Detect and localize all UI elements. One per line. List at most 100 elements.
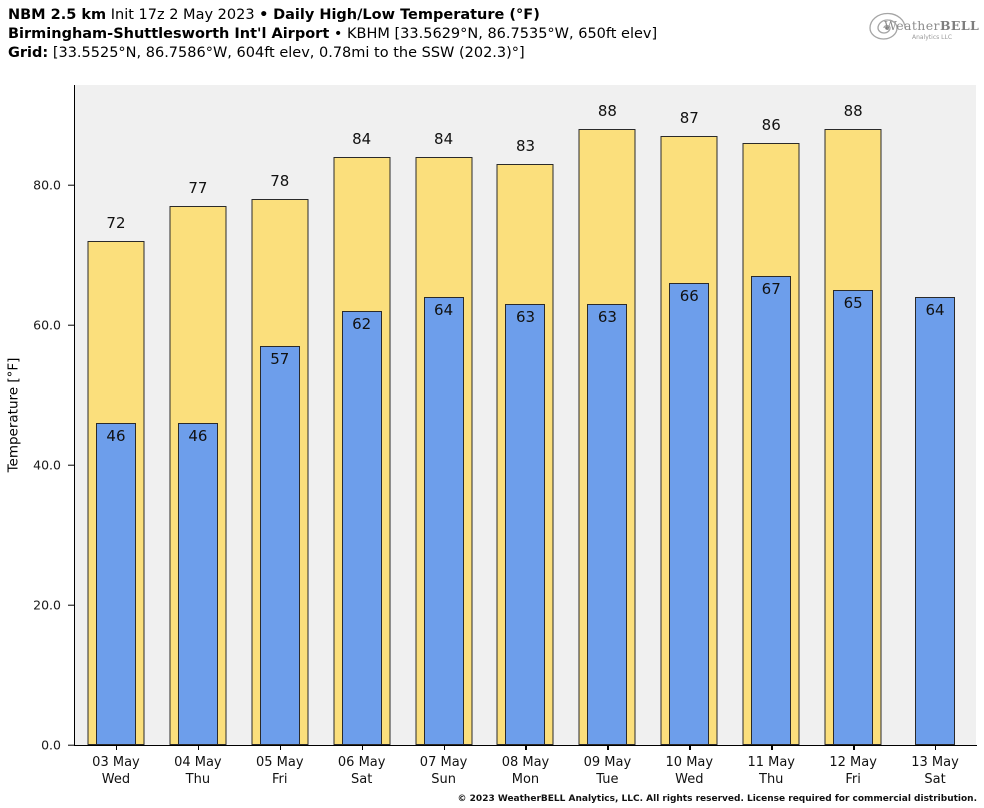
y-tick-label: 60.0 [33,317,61,333]
low-temp-label: 67 [761,280,781,299]
x-label-day: Tue [596,772,619,787]
bullet-separator: • [333,26,343,42]
y-tick-mark [68,184,74,186]
grid-coords: [33.5525°N, 86.7586°W, 604ft elev, 0.78m… [52,45,525,61]
weatherbell-logo-subtitle: Analytics LLC [912,34,953,41]
high-temp-label: 78 [270,172,290,191]
x-axis-category-label: 07 May Sun [403,745,485,792]
x-axis-category-label: 06 May Sat [321,745,403,792]
y-tick-mark [68,464,74,466]
x-tick-mark [853,745,855,750]
bar-group: 64 [894,85,976,745]
low-temp-bar: 62 [341,311,382,745]
high-temp-label: 88 [597,102,617,121]
x-axis-category-label: 11 May Thu [730,745,812,792]
x-label-date: 05 May [255,755,304,770]
x-label-date: 04 May [174,755,222,770]
x-tick-mark [689,745,691,750]
bar-group: 87 66 [648,85,730,745]
station-coords: KBHM [33.5629°N, 86.7535°W, 650ft elev] [347,26,658,42]
x-label-day: Fri [845,772,861,787]
x-label-day: Wed [101,772,131,787]
low-temp-bar: 63 [505,304,546,745]
plot-area: 72 46 77 46 78 57 84 62 84 64 83 63 88 63 87 66 86 67 88 65… [75,85,976,745]
bar-group: 83 63 [485,85,567,745]
x-tick-mark [771,745,773,750]
title-line-3: Grid: [33.5525°N, 86.7586°W, 604ft elev,… [8,44,657,63]
y-tick-label: 40.0 [33,457,61,473]
x-tick-mark [361,745,364,750]
low-temp-bar: 63 [587,304,628,745]
x-label-day: Thu [759,772,784,787]
low-temp-label: 64 [434,301,454,320]
bar-group: 84 62 [321,85,403,745]
x-tick-mark [115,745,118,750]
high-temp-label: 72 [106,214,126,233]
title-line-1: NBM 2.5 km Init 17z 2 May 2023 • Daily H… [8,6,657,25]
high-temp-label: 87 [679,109,699,128]
init-time: Init 17z 2 May 2023 [110,7,255,23]
x-axis-category-label: 03 May Wed [75,745,157,792]
low-temp-label: 46 [188,427,208,446]
x-tick-mark [525,745,527,750]
weatherbell-logo-text: WeatherBELL [884,18,980,33]
low-temp-label: 65 [843,294,863,313]
x-label-date: 10 May [665,755,714,770]
low-temp-bar: 57 [259,346,300,745]
x-tick-mark [197,745,200,750]
station-name: Birmingham-Shuttlesworth Int'l Airport [8,26,330,42]
bar-group: 84 64 [403,85,485,745]
low-temp-bar: 46 [95,423,136,745]
bar-group: 88 63 [566,85,648,745]
x-label-date: 09 May [583,755,632,770]
low-temp-label: 62 [352,315,372,334]
x-tick-mark [607,745,609,750]
high-temp-label: 88 [843,102,863,121]
y-tick-label: 0.0 [41,737,61,753]
bar-group: 86 67 [730,85,812,745]
low-temp-label: 66 [679,287,699,306]
x-label-date: 07 May [419,755,468,770]
y-tick-mark [68,744,74,746]
x-label-day: Mon [511,772,540,787]
x-label-date: 03 May [92,755,140,770]
y-axis: 0.0 20.0 40.0 60.0 80.0 [0,85,75,753]
x-axis-category-label: 13 May Sat [894,745,976,792]
x-label-day: Sat [924,772,946,787]
y-tick-label: 80.0 [33,177,61,193]
y-tick-label: 20.0 [33,597,61,613]
x-tick-mark [279,745,282,750]
low-temp-bar: 46 [177,423,218,745]
x-axis-category-label: 10 May Wed [648,745,730,792]
x-axis-category-label: 12 May Fri [812,745,894,792]
bullet-separator: • [259,7,269,23]
low-temp-label: 63 [597,308,617,327]
grid-label: Grid: [8,45,49,61]
x-label-day: Fri [272,772,288,787]
y-tick-mark [68,324,74,326]
x-axis-category-label: 09 May Tue [566,745,648,792]
title-line-2: Birmingham-Shuttlesworth Int'l Airport •… [8,25,657,44]
low-temp-bar: 67 [751,276,792,745]
chart-header: NBM 2.5 km Init 17z 2 May 2023 • Daily H… [8,6,657,63]
low-temp-label: 46 [106,427,126,446]
bar-group: 77 46 [157,85,239,745]
weatherbell-swirl-icon [869,12,906,40]
x-axis-line [74,745,977,747]
model-name: NBM 2.5 km [8,7,107,23]
y-tick-mark [68,604,74,606]
low-temp-label: 63 [515,308,536,327]
low-temp-bar: 64 [423,297,464,745]
low-temp-bar: 66 [669,283,710,745]
x-axis-category-label: 08 May Mon [485,745,567,792]
x-label-date: 06 May [337,755,386,770]
high-temp-label: 83 [515,137,536,156]
chart-title: Daily High/Low Temperature (°F) [273,7,540,23]
x-label-date: 12 May [829,755,877,770]
x-label-date: 11 May [747,755,795,770]
x-label-day: Thu [185,772,211,787]
low-temp-bar: 65 [833,290,874,745]
copyright-text: © 2023 WeatherBELL Analytics, LLC. All r… [457,794,977,804]
x-label-date: 08 May [501,755,550,770]
x-axis-category-label: 04 May Thu [157,745,239,792]
